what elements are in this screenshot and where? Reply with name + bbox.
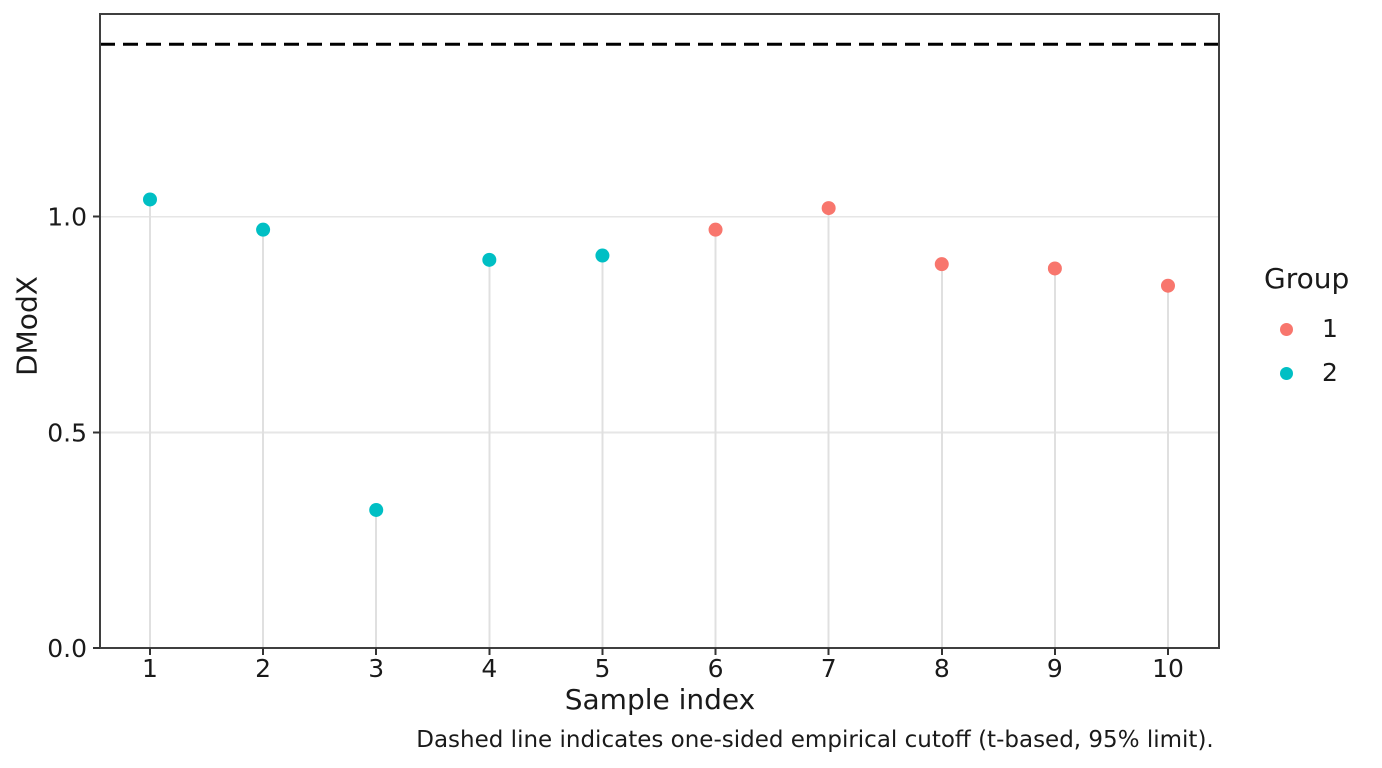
x-axis: 1 2 3 4 5 6 7 8 9 10 [142, 648, 1184, 683]
legend-marker-group-1-icon [1280, 322, 1293, 336]
caption-text: Dashed line indicates one-sided empirica… [416, 727, 1214, 753]
x-tick-label-7: 7 [821, 654, 837, 683]
data-points [142, 192, 1175, 517]
legend-item-group-1: 1 [1280, 314, 1338, 343]
x-tick-label-10: 10 [1152, 654, 1184, 683]
x-tick-label-5: 5 [594, 654, 610, 683]
x-tick-label-8: 8 [934, 654, 950, 683]
y-axis-title: DModX [10, 276, 44, 376]
x-axis-title: Sample index [564, 683, 756, 716]
x-tick-label-3: 3 [368, 654, 384, 683]
legend-item-group-2: 2 [1280, 358, 1338, 387]
data-point-group-2-x1 [142, 192, 157, 207]
x-tick-label-6: 6 [708, 654, 724, 683]
data-point-group-2-x4 [482, 252, 497, 267]
y-tick-label-0.0: 0.0 [47, 634, 87, 663]
legend-marker-group-2-icon [1280, 366, 1293, 380]
legend-item-group-2-label: 2 [1322, 358, 1338, 387]
legend: Group 1 2 [1240, 250, 1382, 395]
data-point-group-1-x7 [821, 201, 836, 216]
data-point-group-2-x2 [256, 222, 271, 237]
panel-border [99, 13, 1220, 649]
legend-item-group-1-label: 1 [1322, 314, 1338, 343]
data-point-group-1-x8 [934, 257, 949, 272]
y-tick-label-0.5: 0.5 [47, 418, 87, 447]
x-tick-label-2: 2 [255, 654, 271, 683]
x-tick-label-1: 1 [142, 654, 158, 683]
y-tick-label-1.0: 1.0 [47, 203, 87, 232]
data-point-group-1-x10 [1160, 278, 1175, 293]
gridlines [100, 215, 1219, 434]
data-point-group-1-x9 [1047, 261, 1062, 276]
x-tick-label-4: 4 [481, 654, 497, 683]
stems [148, 199, 1169, 648]
data-point-group-1-x6 [708, 222, 723, 237]
data-point-group-2-x5 [595, 248, 610, 263]
legend-title: Group [1264, 262, 1350, 295]
y-axis: 0.0 0.5 1.0 [47, 203, 100, 663]
data-point-group-2-x3 [369, 502, 384, 517]
x-tick-label-9: 9 [1047, 654, 1063, 683]
